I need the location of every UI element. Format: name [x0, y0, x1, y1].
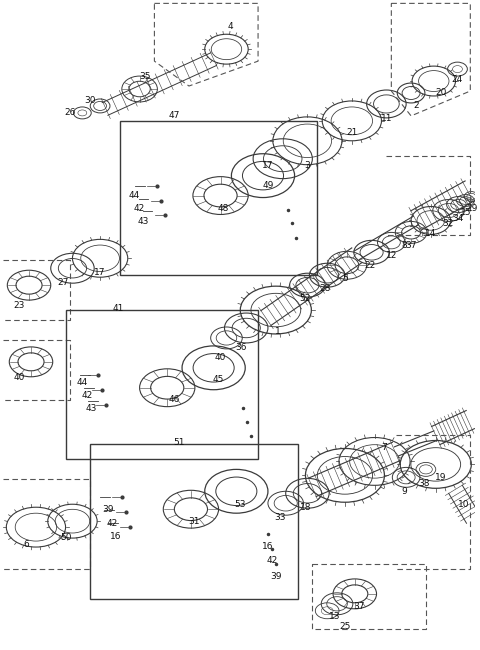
Text: 7: 7 [382, 443, 387, 452]
Text: 20: 20 [435, 88, 446, 98]
Text: 26: 26 [65, 109, 76, 118]
Text: 43: 43 [85, 404, 97, 413]
Text: 25: 25 [339, 622, 350, 631]
Text: 44: 44 [77, 378, 88, 387]
Text: 53: 53 [235, 500, 246, 509]
Bar [90, 445, 298, 599]
Text: 16: 16 [110, 532, 121, 541]
Text: 13: 13 [329, 612, 341, 621]
Text: 39: 39 [102, 504, 114, 514]
Text: 45: 45 [213, 375, 224, 384]
Text: 46: 46 [168, 395, 180, 404]
Text: 10: 10 [457, 500, 469, 509]
Text: 41: 41 [112, 304, 123, 313]
Text: 4: 4 [228, 22, 233, 31]
Text: 8: 8 [401, 241, 407, 250]
Text: 3: 3 [304, 161, 310, 170]
Text: 49: 49 [262, 181, 274, 190]
Text: 48: 48 [218, 204, 229, 213]
Text: 31: 31 [188, 517, 200, 526]
Text: 28: 28 [320, 283, 331, 292]
Text: 15: 15 [460, 208, 471, 217]
Text: 34: 34 [452, 214, 463, 223]
Text: 16: 16 [262, 541, 274, 551]
Bar [120, 121, 317, 275]
Text: 17: 17 [95, 268, 106, 277]
Text: 43: 43 [138, 217, 149, 226]
Text: 40: 40 [215, 354, 226, 362]
Text: 23: 23 [13, 300, 25, 309]
Text: 33: 33 [274, 513, 286, 522]
Text: 47: 47 [168, 111, 180, 120]
Text: 40: 40 [13, 373, 25, 382]
Text: 17: 17 [262, 161, 274, 170]
Text: 42: 42 [266, 556, 277, 566]
Text: 42: 42 [134, 204, 145, 213]
Text: 42: 42 [107, 519, 118, 528]
Text: 37: 37 [353, 603, 364, 611]
Text: 11: 11 [381, 114, 392, 124]
Text: 2: 2 [413, 101, 419, 111]
Text: 21: 21 [346, 128, 358, 137]
Text: 19: 19 [435, 473, 446, 482]
Text: 18: 18 [300, 502, 311, 512]
Text: 35: 35 [139, 72, 150, 81]
Bar [66, 310, 258, 460]
Text: 9: 9 [401, 487, 407, 496]
Text: 24: 24 [452, 75, 463, 84]
Text: 5: 5 [342, 274, 348, 283]
Text: 27: 27 [57, 278, 68, 287]
Text: 14: 14 [425, 229, 436, 238]
Text: 44: 44 [129, 191, 140, 200]
Text: 32: 32 [442, 219, 453, 228]
Text: 38: 38 [418, 479, 430, 488]
Text: 37: 37 [405, 241, 417, 250]
Text: 51: 51 [173, 438, 185, 447]
Text: 42: 42 [82, 391, 93, 400]
Text: 50: 50 [60, 532, 72, 541]
Text: 22: 22 [364, 261, 375, 270]
Text: 36: 36 [236, 343, 247, 352]
Text: 52: 52 [300, 294, 311, 303]
Text: 29: 29 [467, 204, 478, 213]
Text: 39: 39 [270, 573, 282, 581]
Text: 30: 30 [84, 96, 96, 105]
Text: 12: 12 [385, 251, 397, 260]
Text: 1: 1 [275, 328, 281, 337]
Text: 6: 6 [23, 540, 29, 549]
